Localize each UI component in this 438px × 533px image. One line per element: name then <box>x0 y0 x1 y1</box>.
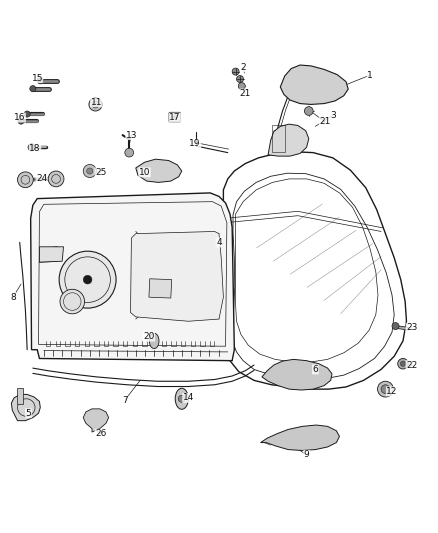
Circle shape <box>18 172 33 188</box>
Polygon shape <box>31 193 234 361</box>
Polygon shape <box>149 279 172 298</box>
FancyBboxPatch shape <box>169 112 180 122</box>
Circle shape <box>232 68 239 75</box>
Text: 1: 1 <box>367 70 373 79</box>
Text: 9: 9 <box>304 450 310 459</box>
Circle shape <box>83 275 92 284</box>
Text: 16: 16 <box>14 113 25 122</box>
Polygon shape <box>17 388 23 405</box>
Ellipse shape <box>175 388 188 409</box>
Text: 4: 4 <box>216 238 222 247</box>
Text: 15: 15 <box>32 74 43 83</box>
Circle shape <box>30 86 36 92</box>
Circle shape <box>178 395 185 402</box>
Text: 8: 8 <box>10 293 16 302</box>
Circle shape <box>87 168 93 174</box>
Polygon shape <box>83 409 109 432</box>
Circle shape <box>238 83 245 90</box>
Circle shape <box>400 361 406 366</box>
Text: 6: 6 <box>312 365 318 374</box>
Text: 13: 13 <box>126 131 137 140</box>
Circle shape <box>37 78 43 84</box>
Circle shape <box>18 118 24 124</box>
Text: 26: 26 <box>95 429 106 438</box>
Text: 2: 2 <box>240 63 246 72</box>
Circle shape <box>173 115 177 119</box>
Circle shape <box>83 165 96 177</box>
Ellipse shape <box>149 333 159 349</box>
Polygon shape <box>268 124 309 156</box>
Polygon shape <box>39 247 64 262</box>
Text: 18: 18 <box>29 144 41 153</box>
Text: 12: 12 <box>386 387 398 396</box>
Text: 25: 25 <box>95 168 106 177</box>
Circle shape <box>398 359 408 369</box>
Circle shape <box>125 148 134 157</box>
Text: 3: 3 <box>330 111 336 120</box>
Circle shape <box>237 76 244 83</box>
Text: 5: 5 <box>25 409 32 418</box>
Text: 19: 19 <box>189 139 201 148</box>
Polygon shape <box>131 231 223 321</box>
Polygon shape <box>136 159 182 182</box>
Text: 22: 22 <box>406 360 417 369</box>
Circle shape <box>59 251 116 308</box>
Text: 14: 14 <box>183 393 194 402</box>
Polygon shape <box>11 394 40 421</box>
Text: 23: 23 <box>406 324 417 332</box>
Circle shape <box>392 322 399 329</box>
Text: 24: 24 <box>36 174 47 183</box>
Text: 10: 10 <box>139 168 150 177</box>
Circle shape <box>381 385 390 393</box>
Polygon shape <box>280 65 348 104</box>
Circle shape <box>60 289 85 314</box>
Circle shape <box>28 144 35 151</box>
Circle shape <box>92 101 99 108</box>
Text: 17: 17 <box>170 113 181 122</box>
Text: 20: 20 <box>143 332 155 341</box>
Polygon shape <box>261 425 339 450</box>
Circle shape <box>24 111 30 117</box>
Text: 11: 11 <box>91 98 102 107</box>
Circle shape <box>89 98 102 111</box>
Text: 21: 21 <box>240 89 251 98</box>
Circle shape <box>304 107 313 115</box>
Circle shape <box>378 381 393 397</box>
Circle shape <box>48 171 64 187</box>
Text: 21: 21 <box>319 117 331 126</box>
Text: 7: 7 <box>122 395 128 405</box>
Polygon shape <box>262 359 332 390</box>
